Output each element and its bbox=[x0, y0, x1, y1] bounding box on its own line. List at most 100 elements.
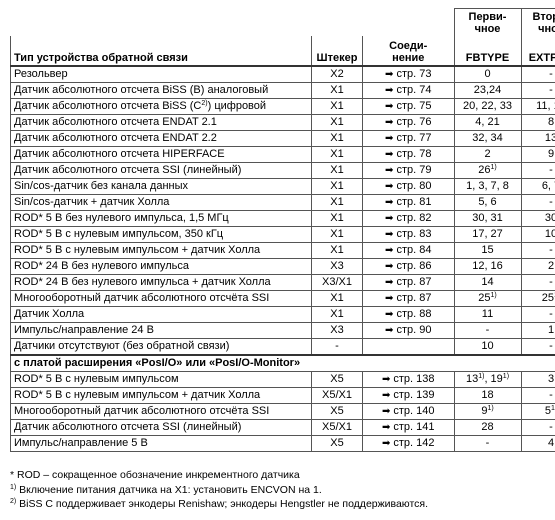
table-cell: Многооборотный датчик абсолютного отсчёт… bbox=[10, 290, 312, 307]
text: - bbox=[549, 389, 553, 401]
text: 10 bbox=[544, 228, 555, 240]
header-cell bbox=[312, 9, 363, 37]
table-cell: ➡ стр. 75 bbox=[362, 98, 455, 115]
table-cell: X5 bbox=[311, 435, 363, 452]
arrow-icon: ➡ bbox=[381, 406, 391, 417]
table-row: Датчик абсолютного отсчета SSI (линейный… bbox=[10, 162, 555, 179]
text: - bbox=[485, 437, 490, 449]
text: X1 bbox=[330, 212, 344, 224]
text: ROD* 5 В с нулевым импульсом + датчик Хо… bbox=[14, 389, 261, 401]
text: стр. 84 bbox=[396, 244, 432, 256]
text: 32, 34 bbox=[472, 132, 503, 144]
table-cell: ➡ стр. 86 bbox=[362, 258, 455, 275]
arrow-icon: ➡ bbox=[381, 374, 391, 385]
text: FBTYPE bbox=[465, 52, 510, 64]
text: Тип устройства обратной связи bbox=[14, 52, 188, 64]
text: 11, 12 bbox=[536, 100, 555, 112]
text: ROD* 5 В без нулевого импульса, 1,5 МГц bbox=[14, 212, 229, 224]
table-cell: ➡ стр. 84 bbox=[362, 242, 455, 259]
table-cell: Датчик абсолютного отсчета SSI (линейный… bbox=[10, 419, 312, 436]
text: - bbox=[549, 164, 553, 176]
text: Sin/cos-датчик без канала данных bbox=[14, 180, 189, 192]
table-cell: ROD* 24 В без нулевого импульса bbox=[10, 258, 312, 275]
arrow-icon: ➡ bbox=[385, 325, 394, 336]
table-cell: X1 bbox=[311, 226, 363, 243]
text: стр. 141 bbox=[393, 421, 435, 433]
text: Датчик абсолютного отсчета SSI (линейный… bbox=[14, 421, 242, 433]
table-row: Датчик абсолютного отсчета ENDAT 2.2 X1 ➡ с… bbox=[10, 130, 555, 147]
table-row: Датчики отсутствуют (без обратной связи)… bbox=[10, 338, 555, 356]
footnotes: * ROD – сокращенное обозначение инкремен… bbox=[10, 468, 550, 512]
table-cell: ➡ стр. 76 bbox=[362, 114, 455, 131]
text: стр. 76 bbox=[396, 116, 432, 128]
text: X2 bbox=[330, 68, 344, 80]
text: 13 bbox=[544, 132, 555, 144]
table-cell: 18 bbox=[453, 387, 522, 404]
text: ROD* 24 В без нулевого импульса bbox=[14, 260, 189, 272]
table-row: Датчик абсолютного отсчета SSI (линейный… bbox=[10, 419, 555, 436]
table-row: Датчик Холла X1 ➡ стр. 88 11 - bbox=[10, 306, 555, 323]
table-cell: ➡ стр. 87 bbox=[362, 274, 455, 291]
header-row: Тип устройства обратной связи Штекер Соеди… bbox=[10, 36, 555, 67]
arrow-icon: ➡ bbox=[385, 213, 394, 224]
table-row: ROD* 5 В с нулевым импульсом + датчик Хо… bbox=[10, 387, 555, 404]
table-cell: X1 bbox=[311, 210, 363, 227]
table-cell: 10 bbox=[453, 338, 522, 356]
text: Импульс/направление 24 В bbox=[14, 324, 154, 336]
table-row: Импульс/направление 5 В X5 ➡ стр. 142 - 4 bbox=[10, 435, 555, 452]
text: стр. 138 bbox=[393, 373, 435, 385]
text: Резольвер bbox=[14, 68, 68, 80]
text: стр. 78 bbox=[396, 148, 432, 160]
table-row: Sin/cos-датчик + датчик Холла X1 ➡ стр. 81 5… bbox=[10, 194, 555, 211]
text: 10 bbox=[481, 340, 494, 352]
table-cell: - bbox=[520, 387, 555, 404]
text: стр. 82 bbox=[396, 212, 432, 224]
table-row: Sin/cos-датчик без канала данных X1 ➡ стр. … bbox=[10, 178, 555, 195]
arrow-icon: ➡ bbox=[385, 133, 394, 144]
text: Перви- bbox=[468, 11, 507, 23]
table-cell: ➡ стр. 139 bbox=[362, 387, 455, 404]
table-cell: ➡ стр. 74 bbox=[362, 82, 455, 99]
arrow-icon: ➡ bbox=[385, 85, 394, 96]
text: ROD* 5 В с нулевым импульсом + датчик Хо… bbox=[14, 244, 261, 256]
table-cell: ➡ стр. 141 bbox=[362, 419, 455, 436]
text: Многооборотный датчик абсолютного отсчёт… bbox=[14, 292, 270, 304]
text: стр. 87 bbox=[396, 292, 432, 304]
text: - bbox=[335, 340, 339, 352]
table-cell: 23,24 bbox=[453, 82, 522, 99]
table-cell: ROD* 5 В с нулевым импульсом, 350 кГц bbox=[10, 226, 312, 243]
arrow-icon: ➡ bbox=[385, 149, 394, 160]
table-row: Датчик абсолютного отсчета BiSS (B) анал… bbox=[10, 82, 555, 99]
text: стр. 73 bbox=[396, 68, 432, 80]
table-cell: Датчик Холла bbox=[10, 306, 312, 323]
table-cell: - bbox=[520, 419, 555, 436]
text: BiSS C поддерживает энкодеры Renishaw; э… bbox=[16, 498, 428, 510]
table-row: Датчик абсолютного отсчета BiSS (C2)) ци… bbox=[10, 98, 555, 115]
table-cell: Sin/cos-датчик без канала данных bbox=[10, 178, 312, 195]
text: Соеди- bbox=[389, 40, 428, 52]
table-cell: 20, 22, 33 bbox=[453, 98, 522, 115]
text: стр. 81 bbox=[396, 196, 432, 208]
table-cell: X3/X1 bbox=[311, 274, 363, 291]
text: 17, 27 bbox=[472, 228, 503, 240]
table-cell: Sin/cos-датчик + датчик Холла bbox=[10, 194, 312, 211]
table-cell: 5, 6 bbox=[453, 194, 522, 211]
table-cell: - bbox=[520, 162, 555, 179]
text: X3 bbox=[330, 324, 344, 336]
table-cell: ➡ стр. 88 bbox=[362, 306, 455, 323]
text: Датчик абсолютного отсчета ENDAT 2.2 bbox=[14, 132, 217, 144]
arrow-icon: ➡ bbox=[381, 438, 391, 449]
table-cell: 131), 191) bbox=[453, 371, 522, 388]
text: стр. 90 bbox=[396, 324, 432, 336]
table-row: ROD* 24 В без нулевого импульса + датчик… bbox=[10, 274, 555, 291]
table-cell: - bbox=[520, 338, 555, 356]
table-cell: X1 bbox=[311, 82, 363, 99]
table-cell: 11 bbox=[453, 306, 522, 323]
text: , 19 bbox=[484, 373, 503, 385]
arrow-icon: ➡ bbox=[385, 293, 394, 304]
text: стр. 86 bbox=[396, 260, 432, 272]
text: - bbox=[549, 196, 553, 208]
text: стр. 74 bbox=[396, 84, 432, 96]
header-row: Перви-чноеВтори-чное bbox=[11, 8, 555, 37]
